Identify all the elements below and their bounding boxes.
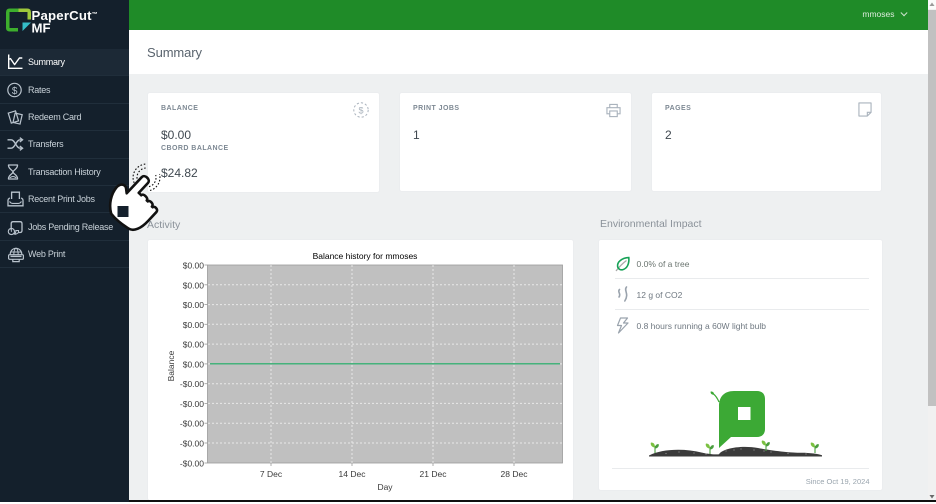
svg-text:-$0.00: -$0.00 bbox=[180, 458, 204, 468]
svg-text:$0.00: $0.00 bbox=[183, 280, 205, 290]
svg-text:Balance history for mmoses: Balance history for mmoses bbox=[313, 251, 418, 261]
svg-text:$0.00: $0.00 bbox=[183, 261, 205, 271]
svg-text:-$0.00: -$0.00 bbox=[180, 439, 204, 449]
svg-text:$0.00: $0.00 bbox=[183, 300, 205, 310]
svg-text:Day: Day bbox=[377, 482, 393, 492]
svg-text:14 Dec: 14 Dec bbox=[339, 469, 367, 479]
svg-text:-$0.00: -$0.00 bbox=[180, 379, 204, 389]
svg-text:-$0.00: -$0.00 bbox=[180, 419, 204, 429]
svg-text:PaperCut™: PaperCut™ bbox=[32, 8, 98, 23]
svg-text:-$0.00: -$0.00 bbox=[180, 399, 204, 409]
svg-text:$: $ bbox=[358, 105, 363, 115]
svg-text:$0.00: $0.00 bbox=[183, 359, 205, 369]
svg-text:$0.00: $0.00 bbox=[183, 340, 205, 350]
svg-text:$0.00: $0.00 bbox=[183, 320, 205, 330]
svg-text:7 Dec: 7 Dec bbox=[260, 469, 283, 479]
svg-text:MF: MF bbox=[32, 21, 51, 36]
svg-text:21 Dec: 21 Dec bbox=[420, 469, 448, 479]
svg-text:28 Dec: 28 Dec bbox=[501, 469, 529, 479]
svg-text:$: $ bbox=[12, 85, 18, 96]
svg-text:Balance: Balance bbox=[166, 350, 176, 381]
